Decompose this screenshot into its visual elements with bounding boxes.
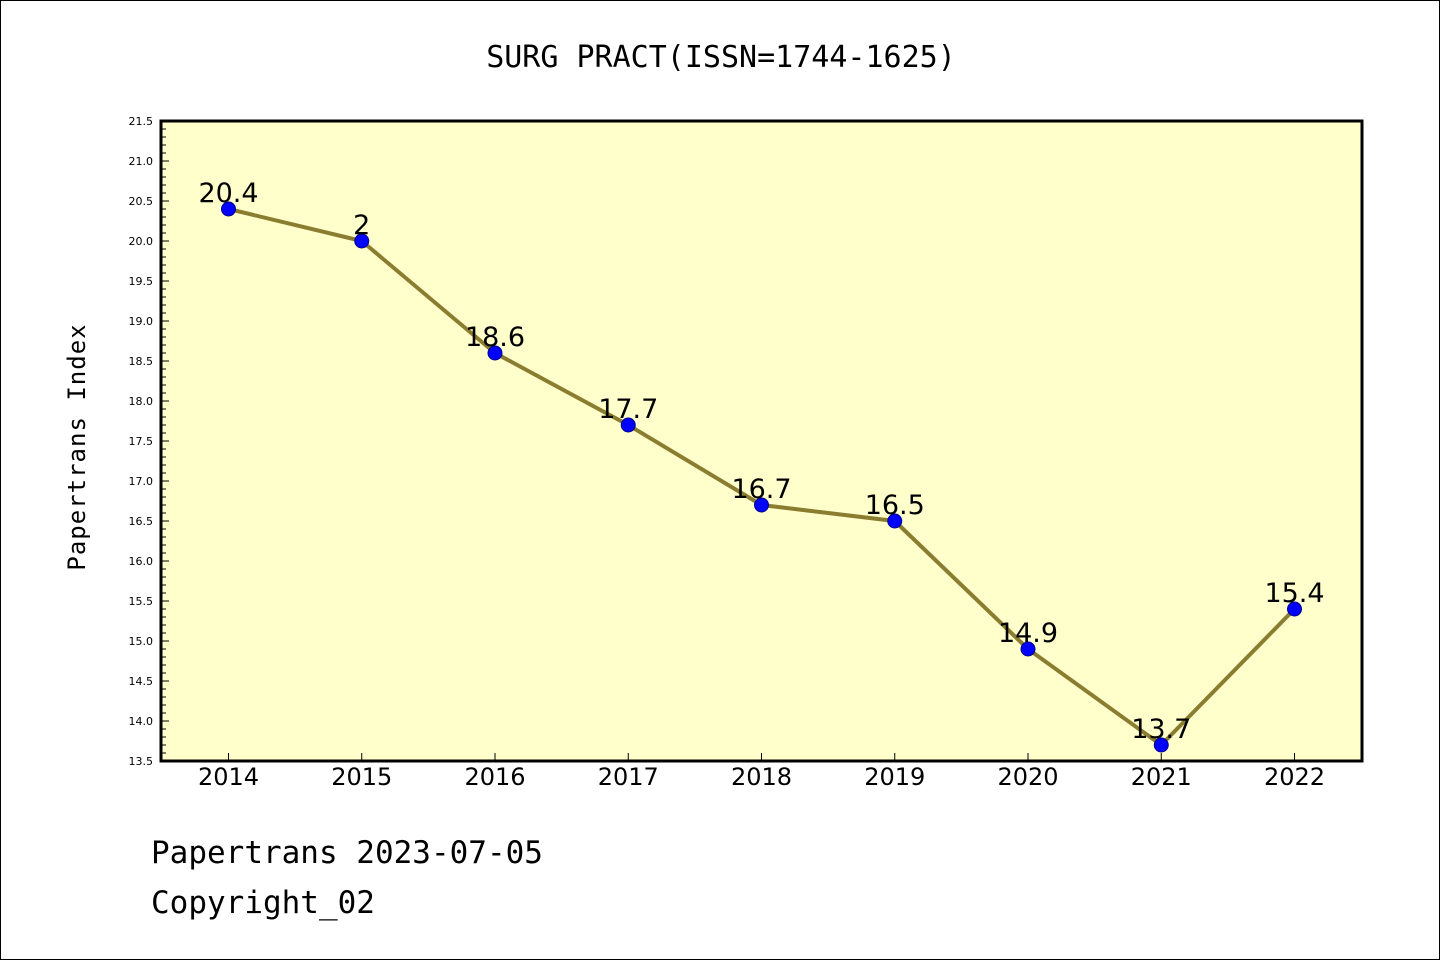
y-tick-label: 18.5: [129, 355, 154, 368]
y-axis-ticks: 13.5 14.0 14.5 15.0 15.5 16.0 16.5 17.0 17.5 18.0…: [129, 115, 169, 768]
data-label: 15.4: [1264, 578, 1324, 609]
data-point: [487, 345, 503, 361]
y-tick-label: 20.0: [129, 235, 154, 248]
y-tick-label: 16.5: [129, 515, 154, 528]
y-tick-label: 19.0: [129, 315, 154, 328]
y-tick-label: 19.5: [129, 275, 154, 288]
y-tick-label: 14.0: [129, 715, 154, 728]
x-axis-ticks: 2014 2015 2016 2017 2018 2019 2020 2021 2022: [198, 753, 1325, 791]
data-labels: 20.4 2 18.6 17.7 16.7 16.5 14.9 13.7 15.4: [198, 178, 1324, 745]
data-point: [887, 513, 903, 529]
y-tick-label: 13.5: [129, 755, 154, 768]
y-tick-label: 21.0: [129, 155, 154, 168]
y-tick-label: 15.0: [129, 635, 154, 648]
plot-area: [161, 121, 1362, 761]
data-point: [1020, 641, 1036, 657]
y-tick-label: 21.5: [129, 115, 154, 128]
y-tick-label: 15.5: [129, 595, 154, 608]
data-label: 2: [353, 210, 370, 241]
data-point: [620, 417, 636, 433]
x-tick-label: 2018: [731, 763, 792, 791]
data-label: 17.7: [598, 394, 658, 425]
x-tick-label: 2017: [598, 763, 659, 791]
y-tick-label: 14.5: [129, 675, 154, 688]
footer-date: Papertrans 2023-07-05: [151, 835, 543, 871]
chart-title: SURG PRACT(ISSN=1744-1625): [486, 40, 956, 75]
data-label: 13.7: [1131, 714, 1191, 745]
data-point: [354, 233, 370, 249]
x-tick-label: 2014: [198, 763, 259, 791]
data-label: 14.9: [998, 618, 1058, 649]
data-point: [754, 497, 769, 513]
x-tick-label: 2021: [1131, 763, 1192, 791]
data-label: 16.5: [865, 490, 925, 521]
data-label: 16.7: [731, 474, 791, 505]
y-tick-label: 17.5: [129, 435, 154, 448]
y-tick-label: 16.0: [129, 555, 154, 568]
data-point: [1153, 737, 1169, 753]
x-tick-label: 2019: [864, 763, 925, 791]
y-tick-label: 17.0: [129, 475, 154, 488]
x-tick-label: 2015: [331, 763, 392, 791]
data-point: [221, 201, 236, 217]
y-tick-label: 20.5: [129, 195, 154, 208]
x-tick-label: 2022: [1264, 763, 1325, 791]
x-tick-label: 2016: [464, 763, 525, 791]
footer-copyright: Copyright_02: [151, 885, 375, 921]
x-tick-label: 2020: [997, 763, 1058, 791]
plot-border: [159, 119, 1364, 763]
data-label: 20.4: [198, 178, 258, 209]
data-label: 18.6: [465, 322, 525, 353]
data-markers: [221, 201, 1302, 753]
y-tick-label: 18.0: [129, 395, 154, 408]
y-axis-label: Papertrans Index: [63, 323, 91, 570]
data-point: [1287, 601, 1302, 617]
